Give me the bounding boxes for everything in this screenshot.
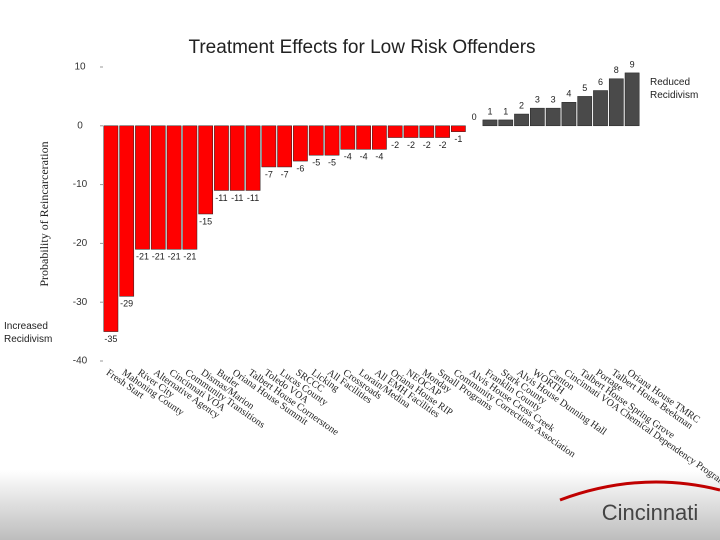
bar xyxy=(403,125,419,138)
bar xyxy=(166,125,182,250)
value-label: -6 xyxy=(296,163,304,173)
bar xyxy=(419,125,435,138)
value-label: -15 xyxy=(199,216,212,226)
bar xyxy=(229,125,245,191)
bar xyxy=(387,125,403,138)
bar xyxy=(561,102,577,127)
value-label: -21 xyxy=(152,252,165,262)
bar xyxy=(372,125,387,150)
bar xyxy=(593,90,608,127)
bar xyxy=(214,125,229,191)
bar xyxy=(608,78,624,127)
y-tick-label: -30 xyxy=(73,297,88,308)
value-label: 3 xyxy=(551,95,556,105)
footer-band xyxy=(0,470,720,540)
value-label: 6 xyxy=(598,77,603,87)
value-label: 3 xyxy=(535,95,540,105)
bar xyxy=(340,125,356,150)
bar xyxy=(514,113,529,127)
value-label: 0 xyxy=(472,112,477,122)
y-tick-label: 10 xyxy=(74,62,86,73)
value-label: -4 xyxy=(375,152,383,162)
bar xyxy=(308,125,324,156)
bar xyxy=(119,125,135,297)
bar xyxy=(103,125,119,332)
value-label: 5 xyxy=(582,83,587,93)
annotation-box: Increased Recidivism xyxy=(4,320,74,346)
bar xyxy=(624,72,640,127)
bar xyxy=(261,125,277,168)
value-label: -1 xyxy=(454,134,462,144)
value-label: -2 xyxy=(391,140,399,150)
logo: Cincinnati xyxy=(602,500,699,525)
value-label: 4 xyxy=(566,89,571,99)
bar xyxy=(356,125,371,150)
bar xyxy=(324,125,340,156)
value-label: -5 xyxy=(312,158,320,168)
value-label: -7 xyxy=(281,169,289,179)
bar xyxy=(150,125,166,250)
y-tick-label: 0 xyxy=(77,120,83,131)
value-label: -2 xyxy=(407,140,415,150)
annotation-box: Reduced Recidivism xyxy=(650,77,699,101)
bar xyxy=(182,125,198,250)
bar xyxy=(198,125,214,215)
bar xyxy=(277,125,292,168)
chart-title: Treatment Effects for Low Risk Offenders xyxy=(188,37,535,58)
value-label: -11 xyxy=(215,193,227,203)
y-axis-label: Probability of Reincarceration xyxy=(37,141,51,286)
bar xyxy=(482,119,498,127)
value-label: -21 xyxy=(136,252,149,262)
bar xyxy=(498,119,514,127)
bar xyxy=(529,107,545,127)
value-label: 1 xyxy=(503,106,508,116)
value-label: -5 xyxy=(328,158,336,168)
value-label: -11 xyxy=(247,193,259,203)
bar xyxy=(135,125,150,250)
value-label: -2 xyxy=(439,140,447,150)
y-tick-label: -10 xyxy=(73,179,88,190)
value-label: -35 xyxy=(104,334,117,344)
value-label: -29 xyxy=(120,299,133,309)
y-tick-label: -20 xyxy=(73,238,88,249)
annotation: Reduced Recidivism xyxy=(650,77,699,101)
bar xyxy=(293,125,308,162)
value-label: -7 xyxy=(265,169,273,179)
annotation: Increased Recidivism xyxy=(4,320,74,346)
value-label: -21 xyxy=(183,252,196,262)
value-label: -4 xyxy=(344,152,352,162)
bar xyxy=(451,125,466,132)
value-label: 1 xyxy=(487,106,492,116)
bar xyxy=(245,125,261,191)
value-label: -11 xyxy=(231,193,243,203)
value-label: 8 xyxy=(614,65,619,75)
bar xyxy=(577,96,593,127)
y-tick-label: -40 xyxy=(73,356,88,367)
value-label: -21 xyxy=(168,252,181,262)
value-label: 9 xyxy=(630,59,635,69)
bar xyxy=(545,107,561,127)
bar xyxy=(435,125,450,138)
value-label: 2 xyxy=(519,100,524,110)
value-label: -2 xyxy=(423,140,431,150)
value-label: -4 xyxy=(360,152,368,162)
footer-swoosh xyxy=(559,480,720,502)
